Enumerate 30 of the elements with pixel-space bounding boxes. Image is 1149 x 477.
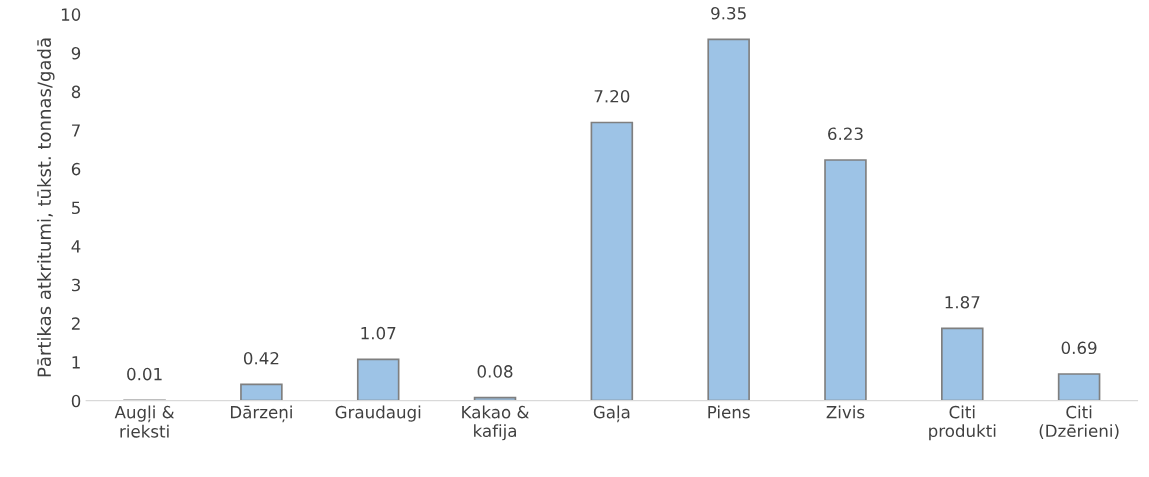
x-tick-label: Gaļa xyxy=(593,405,630,423)
y-tick-label: 6 xyxy=(71,162,81,176)
data-label: 6.23 xyxy=(828,127,863,141)
y-axis-title: Pārtikas atkritumi, tūkst. tonnas/gadā xyxy=(37,38,55,377)
x-tick-label: Zivis xyxy=(826,405,865,419)
data-label: 0.08 xyxy=(477,365,513,378)
x-tick-label: Augļi & rieksti xyxy=(114,405,175,438)
y-tick-label: 9 xyxy=(71,46,81,60)
x-tick-label: Citi produkti xyxy=(929,405,996,441)
y-tick-label: 10 xyxy=(61,8,81,21)
y-tick-label: 2 xyxy=(71,317,80,330)
y-tick-label: 4 xyxy=(71,240,81,253)
x-tick-label: Graudaugi xyxy=(335,405,421,422)
data-label: 0.69 xyxy=(1061,341,1097,355)
x-tick-label: Citi (Dzērieni) xyxy=(1039,405,1119,440)
data-label: 0.42 xyxy=(243,351,279,365)
y-tick-label: 0 xyxy=(71,394,81,408)
x-tick-label: Dārzeņi xyxy=(230,405,292,423)
x-tick-label: Kakao & kafija xyxy=(462,405,529,441)
y-tick-label: 1 xyxy=(72,356,80,369)
data-label: 0.01 xyxy=(127,367,162,381)
data-label: 1.87 xyxy=(945,295,980,309)
data-label: 9.35 xyxy=(711,6,746,20)
y-tick-label: 8 xyxy=(71,85,81,99)
data-label: 1.07 xyxy=(361,326,396,340)
y-tick-label: 3 xyxy=(71,278,80,292)
x-tick-label: Piens xyxy=(708,405,750,419)
data-label: 7.20 xyxy=(594,89,630,103)
y-tick-label: 5 xyxy=(72,201,80,215)
y-tick-label: 7 xyxy=(72,124,80,137)
